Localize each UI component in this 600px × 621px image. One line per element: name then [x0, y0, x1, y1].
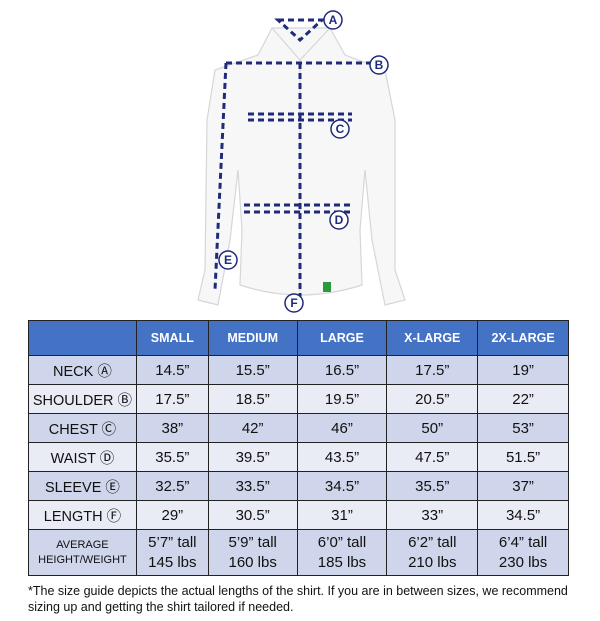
measurement-cell: 19.5”	[296, 384, 388, 414]
measurement-cell: 17.5”	[135, 384, 209, 414]
measurement-cell: 47.5”	[386, 442, 479, 472]
average-row: AVERAGE HEIGHT/WEIGHT 5’7” tall 145 lbs 5’9”…	[28, 529, 569, 576]
measurement-cell: 33”	[386, 500, 479, 530]
measurement-cell: 29”	[135, 500, 209, 530]
measurement-cell: 50”	[386, 413, 479, 443]
row-label: AVERAGE HEIGHT/WEIGHT	[28, 529, 137, 576]
measurement-cell: 31”	[296, 500, 388, 530]
size-note: *The size guide depicts the actual lengt…	[28, 584, 568, 614]
svg-text:E: E	[224, 253, 232, 267]
svg-text:D: D	[335, 213, 344, 227]
measurement-cell: 34.5”	[477, 500, 569, 530]
svg-text:C: C	[336, 122, 345, 136]
row-label: LENGTH Ⓕ	[28, 500, 137, 530]
row-label: WAIST Ⓓ	[28, 442, 137, 472]
measurement-cell: 42”	[207, 413, 298, 443]
row-label: CHEST Ⓒ	[28, 413, 137, 443]
measurement-cell: 35.5”	[386, 471, 479, 501]
measurement-cell: 38”	[135, 413, 209, 443]
measurement-cell: 19”	[477, 355, 569, 385]
measurement-cell: 32.5”	[135, 471, 209, 501]
marker-c: C	[330, 119, 350, 139]
row-label: SLEEVE Ⓔ	[28, 471, 137, 501]
table-row: SHOULDER Ⓑ 17.5” 18.5” 19.5” 20.5” 22”	[28, 384, 569, 414]
marker-f: F	[284, 293, 304, 313]
table-row: NECK Ⓐ 14.5” 15.5” 16.5” 17.5” 19”	[28, 355, 569, 385]
measurement-cell: 46”	[296, 413, 388, 443]
marker-d: D	[329, 210, 349, 230]
column-header: X-LARGE	[386, 320, 479, 356]
measurement-cell: 39.5”	[207, 442, 298, 472]
measurement-cell: 33.5”	[207, 471, 298, 501]
measurement-markers: A B C D E F	[218, 10, 389, 313]
table-row: WAIST Ⓓ 35.5” 39.5” 43.5” 47.5” 51.5”	[28, 442, 569, 472]
svg-text:F: F	[290, 296, 297, 310]
measurement-cell: 34.5”	[296, 471, 388, 501]
measurement-cell: 16.5”	[296, 355, 388, 385]
average-cell: 6’0” tall 185 lbs	[296, 529, 388, 576]
measurement-cell: 17.5”	[386, 355, 479, 385]
column-header	[28, 320, 137, 356]
measurement-cell: 35.5”	[135, 442, 209, 472]
measurement-cell: 18.5”	[207, 384, 298, 414]
measurement-cell: 20.5”	[386, 384, 479, 414]
measurement-cell: 30.5”	[207, 500, 298, 530]
measurement-lines	[213, 18, 370, 298]
shirt-diagram: A B C D E F	[197, 10, 406, 313]
svg-text:B: B	[375, 58, 384, 72]
table-row: CHEST Ⓒ 38” 42” 46” 50” 53”	[28, 413, 569, 443]
measurement-cell: 14.5”	[135, 355, 209, 385]
marker-b: B	[369, 55, 389, 75]
measurement-cell: 51.5”	[477, 442, 569, 472]
measurement-cell: 22”	[477, 384, 569, 414]
size-header-row: SMALL MEDIUM LARGE X-LARGE 2X-LARGE	[28, 320, 569, 356]
column-header: 2X-LARGE	[477, 320, 569, 356]
marker-e: E	[218, 250, 238, 270]
average-cell: 6’4” tall 230 lbs	[477, 529, 569, 576]
average-cell: 6’2” tall 210 lbs	[386, 529, 479, 576]
table-row: LENGTH Ⓕ 29” 30.5” 31” 33” 34.5”	[28, 500, 569, 530]
measurement-cell: 37”	[477, 471, 569, 501]
measurement-cell: 53”	[477, 413, 569, 443]
measurement-cell: 43.5”	[296, 442, 388, 472]
table-row: SLEEVE Ⓔ 32.5” 33.5” 34.5” 35.5” 37”	[28, 471, 569, 501]
marker-a: A	[323, 10, 343, 30]
average-cell: 5’9” tall 160 lbs	[207, 529, 298, 576]
column-header: SMALL	[135, 320, 209, 356]
row-label: SHOULDER Ⓑ	[28, 384, 137, 414]
column-header: MEDIUM	[207, 320, 298, 356]
size-table: SMALL MEDIUM LARGE X-LARGE 2X-LARGE NECK Ⓐ 14…	[28, 320, 569, 576]
measurement-cell: 15.5”	[207, 355, 298, 385]
average-cell: 5’7” tall 145 lbs	[135, 529, 209, 576]
row-label: NECK Ⓐ	[28, 355, 137, 385]
column-header: LARGE	[296, 320, 388, 356]
svg-text:A: A	[329, 13, 338, 27]
